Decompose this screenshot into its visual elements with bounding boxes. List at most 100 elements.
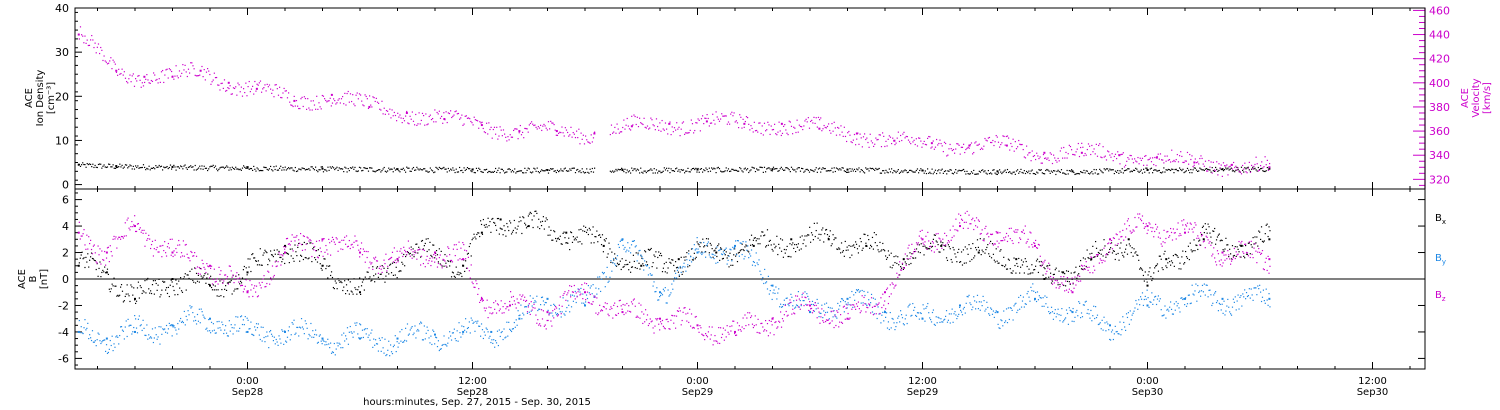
data-dot xyxy=(1182,161,1184,164)
data-dot xyxy=(525,127,527,130)
data-dot xyxy=(692,257,695,259)
data-dot xyxy=(893,140,895,142)
data-dot xyxy=(875,303,877,305)
data-dot xyxy=(738,127,740,129)
data-dot xyxy=(346,92,348,95)
data-dot xyxy=(129,229,131,231)
data-dot xyxy=(220,166,222,168)
data-dot xyxy=(1155,265,1157,267)
data-dot xyxy=(435,121,437,123)
data-dot xyxy=(1139,268,1141,270)
data-dot xyxy=(414,251,416,253)
data-dot xyxy=(609,170,611,172)
data-dot xyxy=(415,243,417,245)
data-dot xyxy=(915,315,918,318)
data-dot xyxy=(312,100,314,102)
data-dot xyxy=(405,255,407,258)
data-dot xyxy=(291,248,293,250)
data-dot xyxy=(886,171,888,173)
data-dot xyxy=(617,264,620,266)
axis-label-line: Velocity xyxy=(1471,78,1482,117)
data-dot xyxy=(401,122,403,124)
data-dot xyxy=(1158,300,1160,302)
data-dot xyxy=(287,253,290,255)
data-dot xyxy=(885,140,887,142)
data-dot xyxy=(475,119,478,121)
data-dot xyxy=(564,314,566,316)
data-dot xyxy=(957,251,959,254)
data-dot xyxy=(369,276,371,278)
data-dot xyxy=(99,163,101,165)
data-dot xyxy=(397,168,399,170)
data-dot xyxy=(309,335,311,337)
data-dot xyxy=(165,69,167,71)
data-dot xyxy=(687,266,689,268)
data-dot xyxy=(1074,154,1076,156)
data-dot xyxy=(852,139,854,141)
data-dot xyxy=(698,119,700,121)
data-dot xyxy=(221,82,223,84)
data-dot xyxy=(713,167,715,169)
data-point xyxy=(1034,297,1036,300)
data-dot xyxy=(1228,166,1230,168)
data-dot xyxy=(1031,264,1033,266)
data-dot xyxy=(104,266,106,268)
data-dot xyxy=(730,264,732,266)
data-dot xyxy=(209,73,211,76)
data-dot xyxy=(634,168,636,170)
data-dot xyxy=(725,251,727,253)
data-dot xyxy=(514,168,516,170)
data-dot xyxy=(1061,271,1063,273)
data-dot xyxy=(402,341,404,343)
data-dot xyxy=(377,276,380,278)
data-dot xyxy=(644,170,646,172)
data-dot xyxy=(844,301,846,303)
data-dot xyxy=(299,168,301,170)
data-dot xyxy=(444,119,446,121)
data-dot xyxy=(570,294,572,296)
data-dot xyxy=(1239,171,1241,173)
data-dot xyxy=(175,279,177,281)
data-dot xyxy=(192,166,194,168)
data-dot xyxy=(663,167,665,169)
data-dot xyxy=(1065,285,1067,287)
data-dot xyxy=(459,272,461,274)
data-dot xyxy=(700,118,703,120)
data-dot xyxy=(639,172,641,174)
data-dot xyxy=(381,337,383,339)
data-dot xyxy=(948,170,950,172)
data-point xyxy=(1221,251,1224,254)
data-dot xyxy=(117,166,119,168)
data-dot xyxy=(1140,267,1142,269)
data-dot xyxy=(119,334,121,337)
data-dot xyxy=(119,236,121,238)
data-dot xyxy=(212,164,214,166)
data-dot xyxy=(1248,288,1250,290)
data-dot xyxy=(390,351,393,353)
data-point xyxy=(134,225,136,228)
data-dot xyxy=(1060,147,1063,149)
data-dot xyxy=(374,344,376,346)
data-dot xyxy=(1268,226,1270,228)
data-dot xyxy=(888,168,890,170)
data-dot xyxy=(1078,301,1080,303)
data-dot xyxy=(888,254,890,256)
data-dot xyxy=(777,253,779,256)
data-dot xyxy=(297,246,299,249)
data-dot xyxy=(514,326,516,328)
data-dot xyxy=(100,342,102,345)
data-dot xyxy=(1144,171,1146,173)
data-dot xyxy=(1085,300,1087,302)
data-dot xyxy=(225,90,227,92)
data-dot xyxy=(368,334,370,336)
data-dot xyxy=(235,86,237,88)
data-dot xyxy=(475,238,477,240)
data-dot xyxy=(223,167,226,169)
data-point xyxy=(546,311,549,314)
data-dot xyxy=(1242,164,1244,167)
data-dot xyxy=(496,330,499,332)
data-dot xyxy=(205,167,208,169)
data-dot xyxy=(1187,245,1190,247)
data-dot xyxy=(445,168,447,170)
data-dot xyxy=(469,168,471,170)
